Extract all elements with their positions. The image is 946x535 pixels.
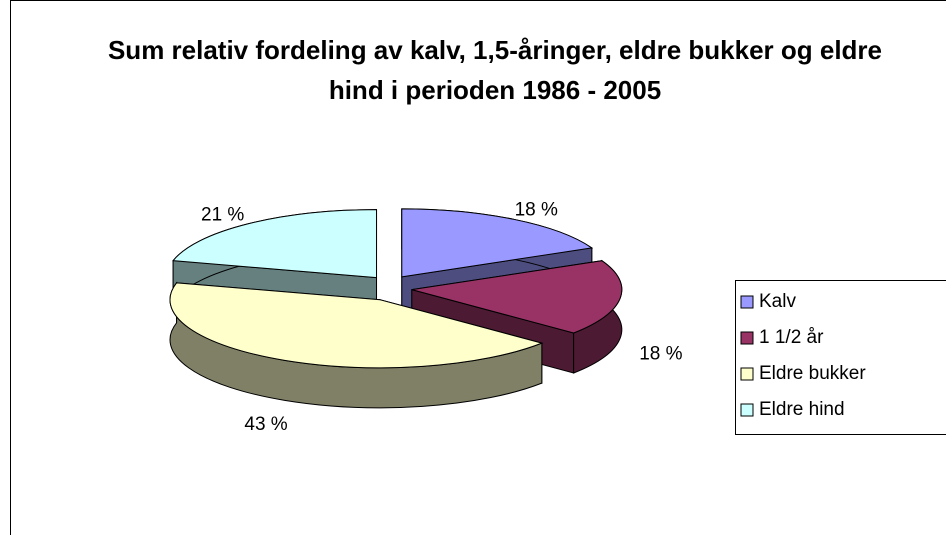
legend-label: Eldre bukker (759, 363, 866, 384)
data-label: 18 % (515, 200, 558, 221)
data-label: 18 % (639, 344, 682, 365)
data-label: 43 % (244, 414, 287, 435)
pie: 18 % 18 % 43 % 21 % (169, 200, 683, 435)
legend-label: 1 1/2 år (759, 327, 824, 348)
slice (172, 209, 378, 279)
chart-title: Sum relativ fordeling av kalv, 1,5-åring… (107, 35, 883, 105)
legend-box (735, 280, 946, 435)
slice (401, 208, 594, 278)
legend: Kalv 1 1/2 år Eldre bukker Eldre hind (735, 280, 946, 435)
slice (169, 282, 544, 369)
legend-swatch (740, 367, 754, 381)
legend-swatch (740, 403, 754, 417)
legend-swatch (740, 295, 754, 309)
data-label: 21 % (201, 204, 244, 225)
slice (411, 260, 623, 334)
legend-swatch (740, 331, 754, 345)
legend-label: Kalv (759, 291, 796, 312)
legend-label: Eldre hind (759, 399, 845, 420)
